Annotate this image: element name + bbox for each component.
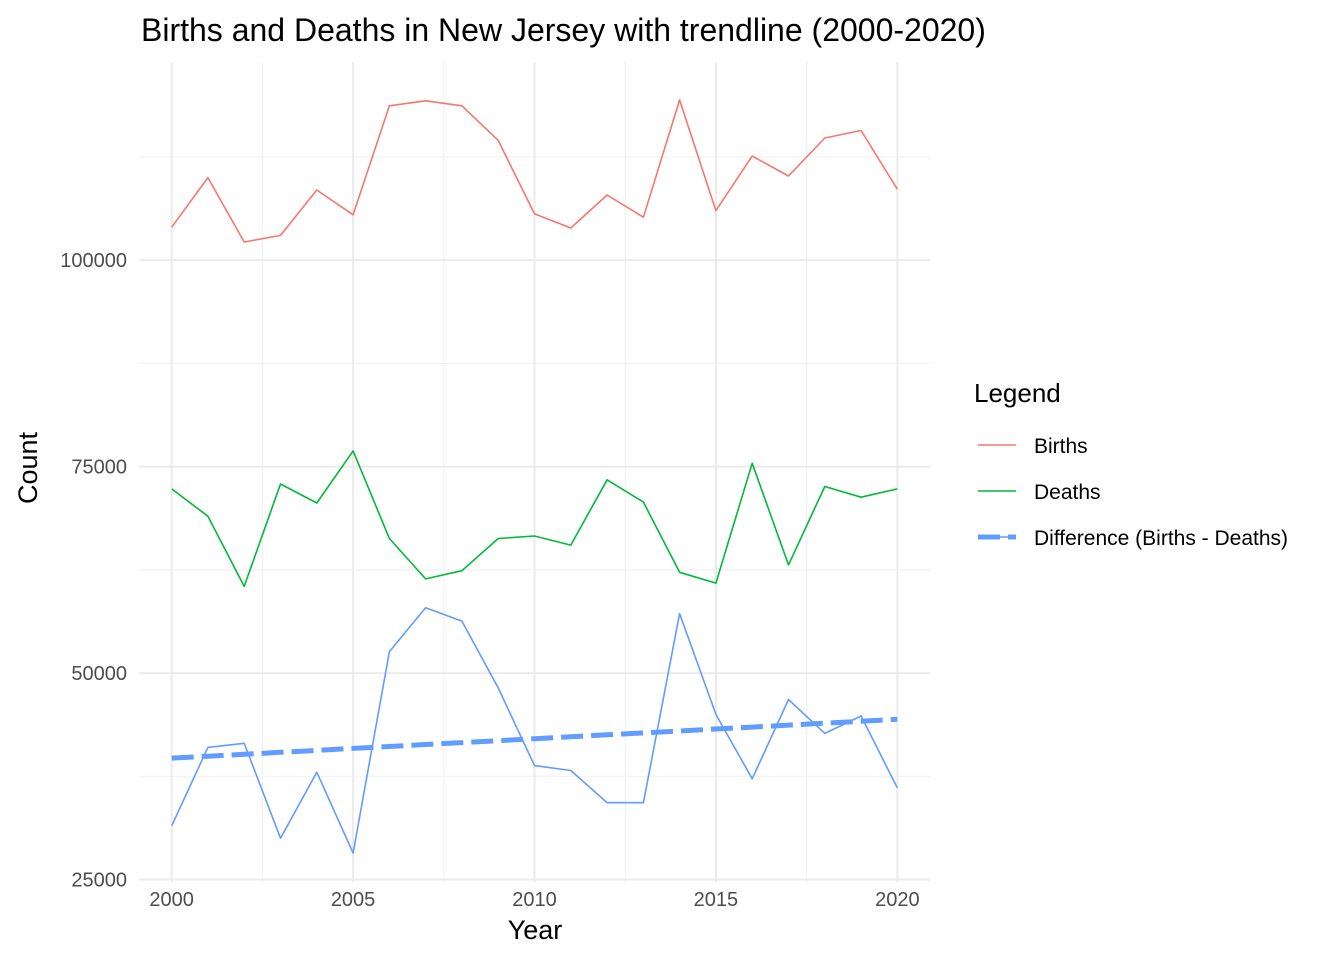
y-tick-label: 50000 — [71, 663, 127, 685]
x-tick-labels: 2000 2005 2010 2015 2020 — [149, 889, 919, 911]
x-axis-title: Year — [508, 915, 563, 945]
x-tick-label: 2000 — [149, 889, 194, 911]
y-tick-label: 100000 — [60, 250, 127, 272]
legend: Legend Births Deaths Difference (Births - … — [974, 378, 1288, 550]
series-line-trend — [171, 716, 898, 761]
chart-title: Births and Deaths in New Jersey with tre… — [141, 12, 986, 48]
y-axis-title: Count — [13, 431, 43, 504]
x-tick-label: 2005 — [331, 889, 376, 911]
x-tick-label: 2020 — [875, 889, 920, 911]
legend-label-births: Births — [1034, 435, 1088, 458]
x-tick-label: 2010 — [512, 889, 557, 911]
legend-label-difference-births-deaths: Difference (Births - Deaths) — [1034, 527, 1288, 550]
legend-title: Legend — [974, 378, 1061, 408]
legend-items: Births Deaths Difference (Births - Deaths) — [978, 435, 1288, 550]
y-tick-label: 25000 — [71, 870, 127, 892]
legend-label-deaths: Deaths — [1034, 481, 1101, 504]
series-lines — [170, 99, 899, 854]
series-line-births — [171, 99, 898, 243]
x-tick-label: 2015 — [694, 889, 739, 911]
y-tick-labels: 25000 50000 75000 100000 — [60, 250, 127, 891]
gridlines — [139, 62, 930, 882]
y-tick-label: 75000 — [71, 457, 127, 479]
series-line-deaths — [171, 450, 898, 588]
